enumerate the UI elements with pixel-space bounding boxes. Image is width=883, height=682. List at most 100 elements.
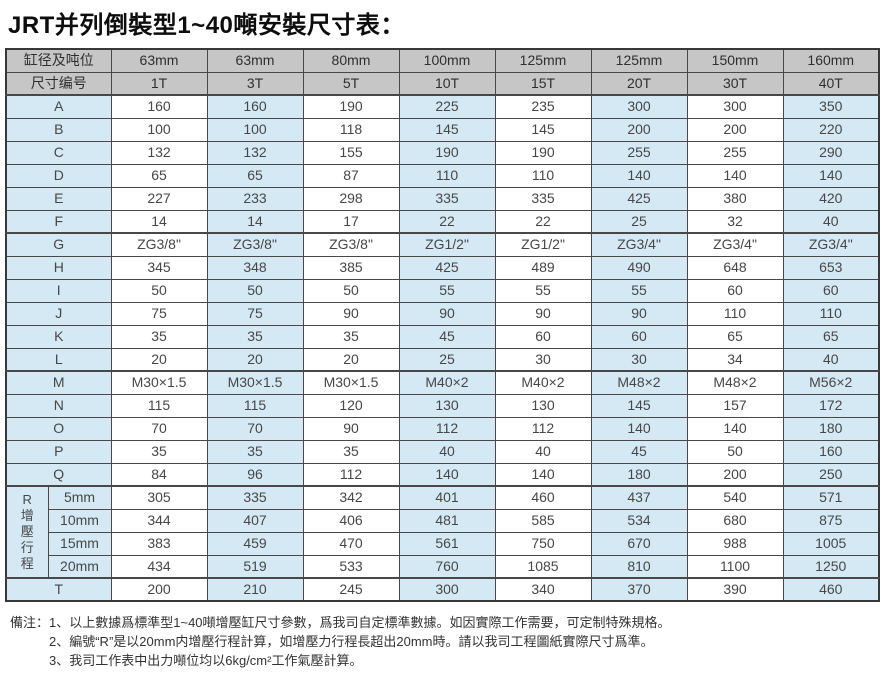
- table-cell: 340: [494, 577, 592, 602]
- table-cell: M30×1.5: [302, 370, 400, 395]
- table-cell: M30×1.5: [206, 370, 304, 395]
- table-cell: 96: [206, 462, 304, 487]
- table-cell: 190: [302, 94, 400, 119]
- table-cell: 571: [782, 485, 880, 510]
- stroke-row-label: 20mm: [47, 554, 112, 579]
- table-cell: 110: [782, 301, 880, 326]
- table-cell: 32: [686, 209, 784, 234]
- table-cell: 585: [494, 508, 592, 533]
- stroke-row-label: 15mm: [47, 531, 112, 556]
- table-cell: 160: [206, 94, 304, 119]
- table-cell: 30: [494, 347, 592, 372]
- table-row: O 70 70 90 112 112 140 140 180: [5, 416, 880, 441]
- table-cell: 110: [494, 163, 592, 188]
- table-row: R 增壓行程 5mm 305 335 342 401 460 437 540 571: [5, 485, 880, 579]
- table-cell: 40: [398, 439, 496, 464]
- table-cell: ZG1/2": [494, 232, 592, 257]
- table-cell: 112: [398, 416, 496, 441]
- table-cell: 489: [494, 255, 592, 280]
- table-row: T 200 210 245 300 340 370 390 460: [5, 577, 880, 602]
- table-cell: 145: [494, 117, 592, 142]
- table-cell: 227: [110, 186, 208, 211]
- header-cell: 125mm: [494, 48, 592, 73]
- table-row: K 35 35 35 45 60 60 65 65: [5, 324, 880, 349]
- table-cell: 653: [782, 255, 880, 280]
- header-cell: 15T: [494, 71, 592, 96]
- table-cell: ZG3/4": [686, 232, 784, 257]
- table-cell: 60: [494, 324, 592, 349]
- table-cell: M48×2: [686, 370, 784, 395]
- row-label: D: [5, 163, 112, 188]
- table-cell: 200: [686, 117, 784, 142]
- table-cell: 350: [782, 94, 880, 119]
- table-row: J 75 75 90 90 90 90 110 110: [5, 301, 880, 326]
- table-cell: 17: [302, 209, 400, 234]
- table-cell: M56×2: [782, 370, 880, 395]
- table-cell: 60: [590, 324, 688, 349]
- table-cell: 233: [206, 186, 304, 211]
- table-cell: 670: [590, 531, 688, 556]
- table-cell: 342: [302, 485, 400, 510]
- table-cell: 50: [686, 439, 784, 464]
- table-cell: 988: [686, 531, 784, 556]
- table-cell: 40: [494, 439, 592, 464]
- table-row: I 50 50 50 55 55 55 60 60: [5, 278, 880, 303]
- header-cell: 160mm: [782, 48, 880, 73]
- note-text: 1、以上數據爲標準型1~40噸增壓缸尺寸參數，爲我司自定標準數據。如因實際工作需…: [49, 615, 671, 630]
- table-cell: 132: [110, 140, 208, 165]
- table-cell: M30×1.5: [110, 370, 208, 395]
- table-cell: 383: [110, 531, 208, 556]
- table-cell: 87: [302, 163, 400, 188]
- stroke-row-label: 5mm: [47, 485, 112, 510]
- table-cell: 200: [110, 577, 208, 602]
- table-cell: 245: [302, 577, 400, 602]
- r-group-label-char: 行: [20, 540, 34, 555]
- table-cell: 300: [686, 94, 784, 119]
- row-label: H: [5, 255, 112, 280]
- row-label: F: [5, 209, 112, 234]
- header-cell: 40T: [782, 71, 880, 96]
- table-row: C 132 132 155 190 190 255 255 290: [5, 140, 880, 165]
- table-cell: 220: [782, 117, 880, 142]
- table-cell: 180: [590, 462, 688, 487]
- table-row: N 115 115 120 130 130 145 157 172: [5, 393, 880, 418]
- table-cell: 55: [398, 278, 496, 303]
- table-cell: 425: [590, 186, 688, 211]
- table-cell: 50: [206, 278, 304, 303]
- table-row: 15mm 383 459 470 561 750 670 988 1005: [6, 531, 880, 556]
- note-line: 3、我司工作表中出力噸位均以6kg/cm²工作氣壓計算。: [49, 653, 363, 668]
- table-cell: 172: [782, 393, 880, 418]
- table-cell: 40: [782, 347, 880, 372]
- table-cell: 130: [494, 393, 592, 418]
- table-cell: 344: [110, 508, 208, 533]
- header-cell: 5T: [302, 71, 400, 96]
- table-cell: 65: [686, 324, 784, 349]
- header-cell: 10T: [398, 71, 496, 96]
- table-cell: 130: [398, 393, 496, 418]
- header-cell: 125mm: [590, 48, 688, 73]
- note-line: 備注： 1、以上數據爲標準型1~40噸增壓缸尺寸參數，爲我司自定標準數據。如因實際…: [10, 613, 878, 632]
- header-cell: 30T: [686, 71, 784, 96]
- table-cell: 40: [782, 209, 880, 234]
- table-cell: 760: [398, 554, 496, 579]
- table-row: D 65 65 87 110 110 140 140 140: [5, 163, 880, 188]
- table-cell: 65: [782, 324, 880, 349]
- table-cell: 140: [686, 416, 784, 441]
- table-row: P 35 35 35 40 40 45 50 160: [5, 439, 880, 464]
- table-body: A 160 160 190 225 235 300 300 350 B 100 100 118 145 14…: [5, 94, 880, 602]
- table-cell: 35: [110, 324, 208, 349]
- table-cell: 25: [590, 209, 688, 234]
- table-cell: 380: [686, 186, 784, 211]
- table-cell: 90: [494, 301, 592, 326]
- row-label: T: [5, 577, 112, 602]
- r-group-label-char: 壓: [20, 524, 34, 539]
- header-cell: 1T: [110, 71, 208, 96]
- table-cell: 406: [302, 508, 400, 533]
- table-row: L 20 20 20 25 30 30 34 40: [5, 347, 880, 372]
- notes: 備注： 1、以上數據爲標準型1~40噸增壓缸尺寸參數，爲我司自定標準數據。如因實際…: [10, 613, 878, 670]
- table-cell: 84: [110, 462, 208, 487]
- notes-prefix: 備注：: [10, 615, 50, 630]
- table-cell: 481: [398, 508, 496, 533]
- r-group-label-char: R: [22, 492, 32, 507]
